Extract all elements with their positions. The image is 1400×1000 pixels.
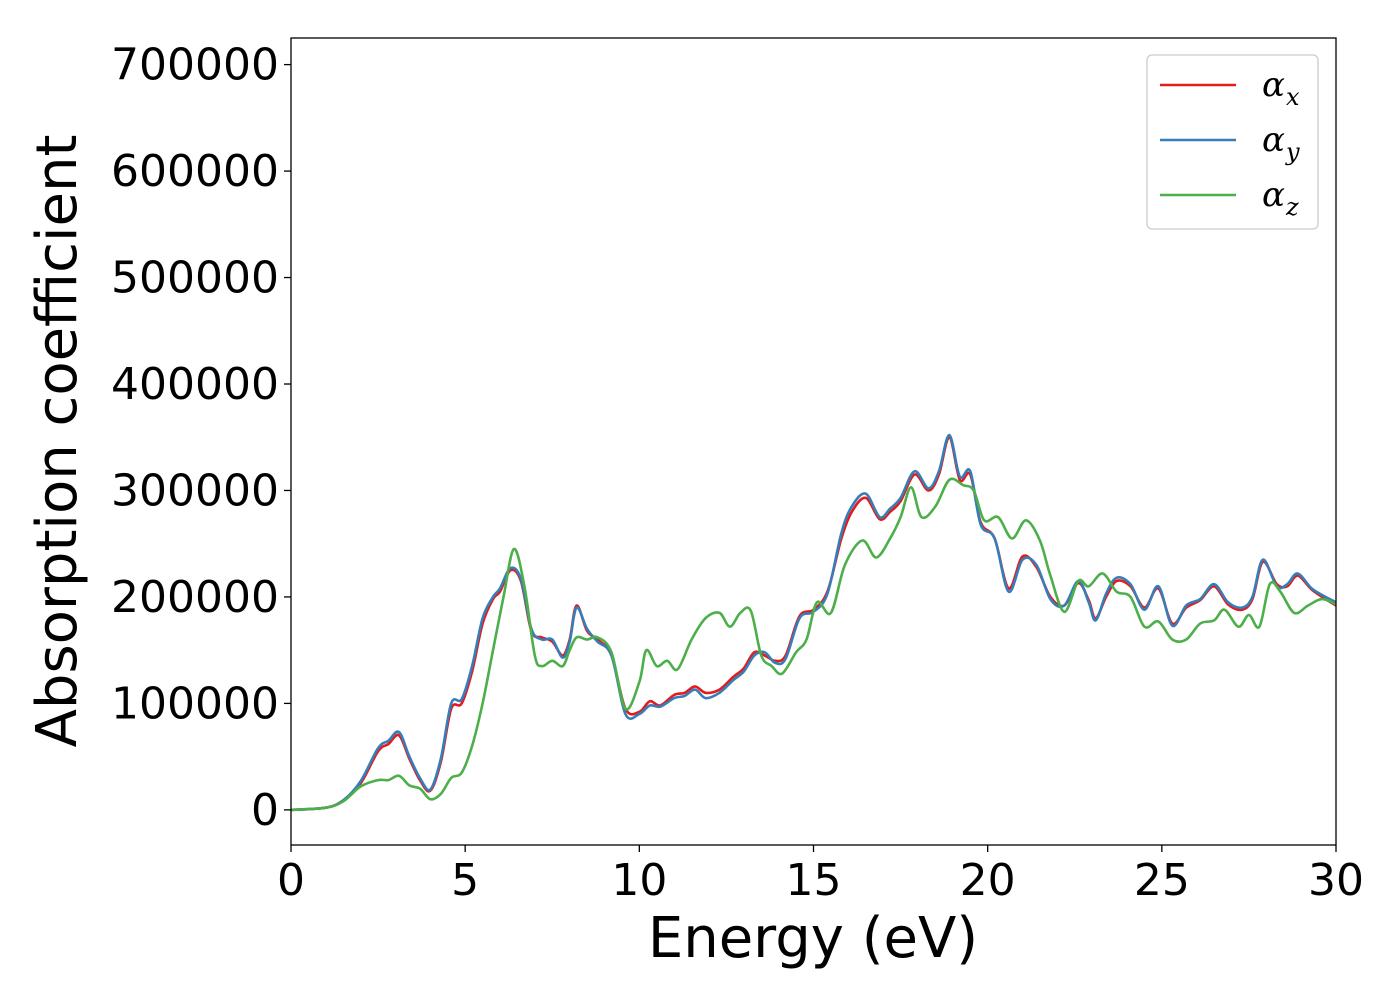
x-axis-label: Energy (eV) — [648, 906, 978, 971]
y-tick-label: 200000 — [111, 572, 279, 623]
x-tick-label: 30 — [1308, 855, 1364, 906]
y-axis: 0 100000 200000 300000 400000 500000 600000 700… — [111, 40, 291, 836]
x-axis: 0 5 10 15 20 25 30 — [277, 845, 1364, 906]
x-tick-label: 25 — [1134, 855, 1190, 906]
y-tick-label: 0 — [251, 785, 279, 836]
series-line-alpha-y — [291, 433, 1336, 812]
y-tick-label: 300000 — [111, 465, 279, 516]
legend-box — [1146, 54, 1319, 230]
x-tick-label: 0 — [277, 855, 305, 906]
x-tick-label: 20 — [960, 855, 1016, 906]
y-tick-label: 400000 — [111, 359, 279, 410]
x-tick-label: 5 — [451, 855, 479, 906]
y-tick-label: 100000 — [111, 678, 279, 729]
x-tick-label: 15 — [786, 855, 842, 906]
y-tick-label: 700000 — [111, 40, 279, 91]
y-axis-label: Absorption coefficient — [25, 135, 90, 748]
y-tick-label: 500000 — [111, 253, 279, 304]
series-line-alpha-x — [291, 435, 1336, 812]
y-tick-label: 600000 — [111, 146, 279, 197]
series-line-alpha-z — [291, 477, 1336, 812]
x-tick-label: 10 — [611, 855, 667, 906]
